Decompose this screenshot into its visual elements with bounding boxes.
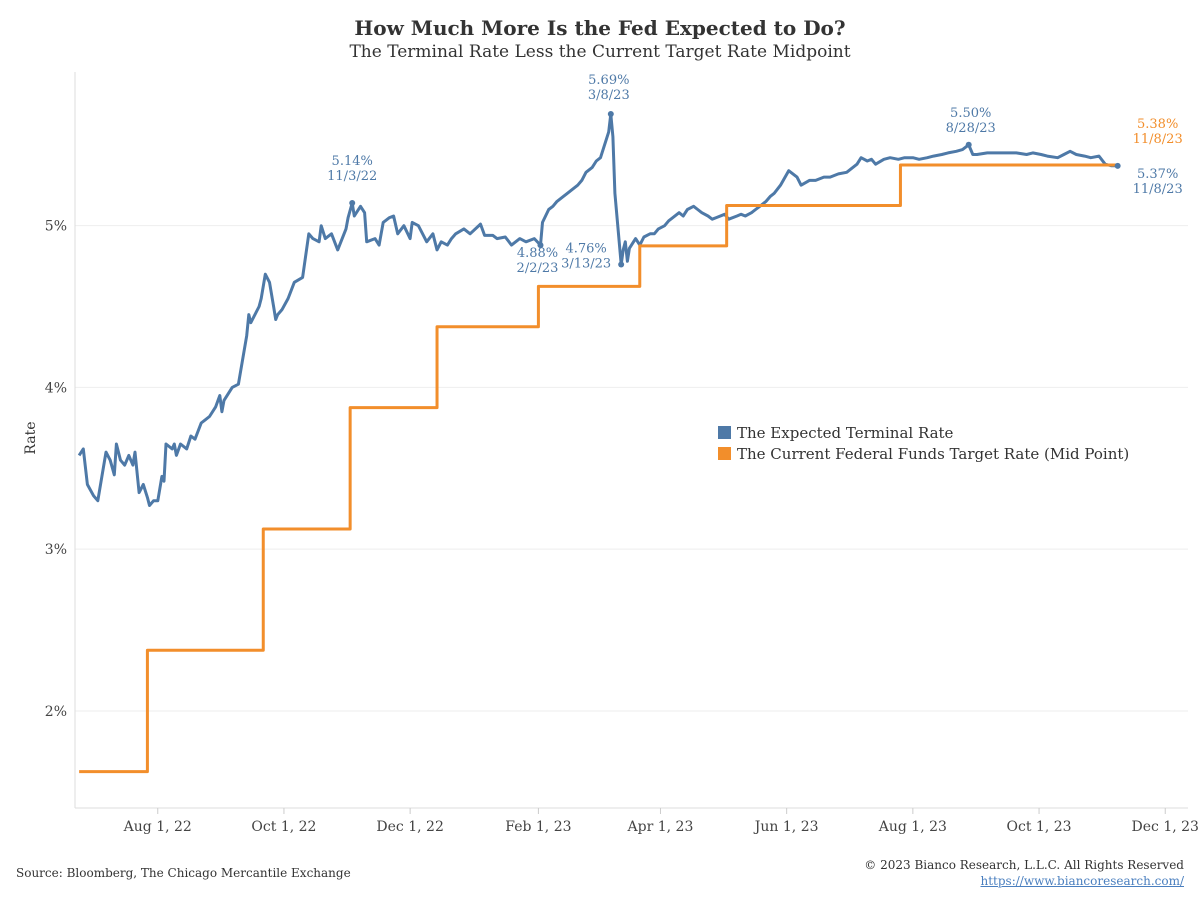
legend: The Expected Terminal Rate The Current F… <box>718 422 1129 464</box>
annotation-line: 2/2/23 <box>517 261 559 276</box>
annotation-label: 5.37% 11/8/23 <box>1133 167 1183 197</box>
x-tick-label: Aug 1, 22 <box>123 819 192 835</box>
annotation-line: 5.50% <box>950 106 991 121</box>
annotation-marker <box>1114 162 1121 169</box>
annotation-line: 4.76% <box>565 241 606 256</box>
annotation-marker <box>618 261 625 268</box>
chart-title: How Much More Is the Fed Expected to Do? <box>354 16 846 40</box>
legend-label-terminal: The Expected Terminal Rate <box>737 423 954 442</box>
series-line-terminal-rate <box>77 112 1118 507</box>
legend-item-terminal[interactable]: The Expected Terminal Rate <box>718 422 1129 443</box>
annotation-marker <box>965 141 972 148</box>
legend-item-target[interactable]: The Current Federal Funds Target Rate (M… <box>718 443 1129 464</box>
annotation-line: 5.69% <box>588 73 629 88</box>
legend-label-target: The Current Federal Funds Target Rate (M… <box>737 444 1130 463</box>
annotation-line: 8/28/23 <box>946 121 996 136</box>
website-link[interactable]: https://www.biancoresearch.com/ <box>980 874 1184 888</box>
annotation-line: 5.14% <box>332 154 373 169</box>
annotation-marker <box>537 242 544 249</box>
series-line-target-rate <box>79 163 1118 774</box>
annotation-line: 5.38% <box>1137 117 1178 132</box>
annotation-line: 11/3/22 <box>327 169 377 184</box>
x-tick-label: Jun 1, 23 <box>753 819 819 835</box>
annotation-line: 11/8/23 <box>1133 182 1183 197</box>
x-tick-label: Aug 1, 23 <box>878 819 947 835</box>
y-tick-label: 2% <box>45 704 67 720</box>
copyright-note: © 2023 Bianco Research, L.L.C. All Right… <box>864 858 1184 872</box>
y-tick-label: 3% <box>45 542 67 558</box>
annotation-label: 5.14% 11/3/22 <box>327 154 377 184</box>
x-tick-label: Oct 1, 22 <box>251 819 316 835</box>
x-tick-label: Oct 1, 23 <box>1007 819 1072 835</box>
annotation-line: 3/13/23 <box>561 256 611 271</box>
annotation-label: 4.88% 2/2/23 <box>517 246 559 276</box>
annotation-line: 4.88% <box>517 246 558 261</box>
annotation-line: 11/8/23 <box>1133 132 1183 147</box>
y-tick-label: 5% <box>45 219 67 235</box>
annotation-line: 5.37% <box>1137 167 1178 182</box>
chart-subtitle: The Terminal Rate Less the Current Targe… <box>349 42 851 62</box>
x-tick-label: Feb 1, 23 <box>505 819 571 835</box>
y-tick-label: 4% <box>45 380 67 396</box>
x-tick-label: Dec 1, 23 <box>1132 819 1199 835</box>
annotation-label: 5.69% 3/8/23 <box>588 73 630 103</box>
annotation-marker <box>607 111 614 118</box>
annotation-line: 3/8/23 <box>588 88 630 103</box>
annotation-marker <box>349 200 356 207</box>
annotation-label: 4.76% 3/13/23 <box>561 241 611 271</box>
legend-swatch-terminal <box>718 426 731 439</box>
x-tick-label: Apr 1, 23 <box>627 819 694 835</box>
annotation-label: 5.50% 8/28/23 <box>946 106 996 136</box>
x-tick-label: Dec 1, 22 <box>376 819 443 835</box>
annotation-label: 5.38% 11/8/23 <box>1133 117 1183 147</box>
legend-swatch-target <box>718 447 731 460</box>
source-note: Source: Bloomberg, The Chicago Mercantil… <box>16 866 351 880</box>
